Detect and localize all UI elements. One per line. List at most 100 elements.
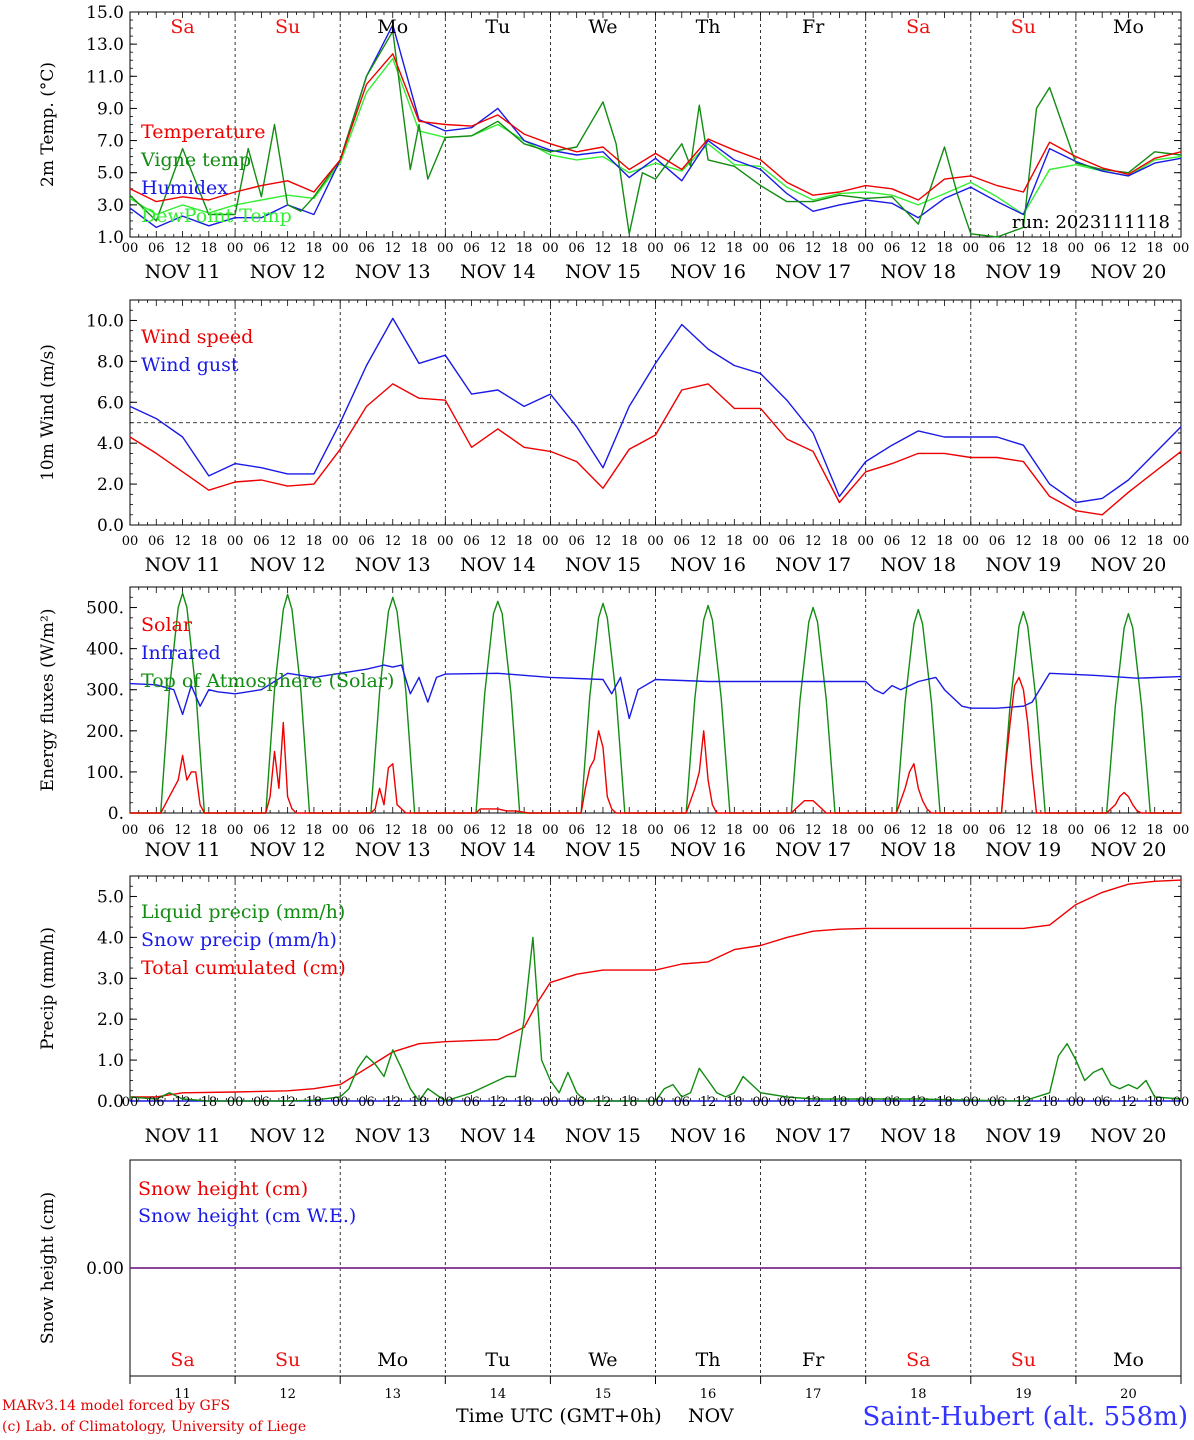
y-tick-label: 1.0 [97,228,124,248]
hour-tick-label: 18 [306,823,323,838]
hour-tick-label: 12 [490,1095,507,1110]
hour-tick-label: 00 [963,241,980,256]
hour-tick-label: 06 [674,534,691,549]
hour-tick-label: 00 [1068,1095,1085,1110]
hour-tick-label: 12 [910,241,927,256]
date-label: NOV 14 [460,839,536,861]
hour-tick-label: 12 [910,1095,927,1110]
series-line-liquid-precip-mm-h- [129,936,1182,1102]
date-label: NOV 13 [355,839,431,861]
hour-tick-label: 12 [490,823,507,838]
hour-tick-label: 06 [463,534,480,549]
date-label: NOV 11 [145,1125,221,1147]
hour-tick-label: 18 [936,823,953,838]
hour-tick-label: 00 [437,534,454,549]
hour-tick-label: 18 [411,1095,428,1110]
series-line-wind-speed [129,383,1182,516]
series-line-humidex [129,24,1182,229]
series-line-dewpoint-temp [129,57,1182,216]
hour-tick-label: 00 [122,823,139,838]
hour-tick-label: 00 [752,241,769,256]
day-abbr-label: Th [696,1349,721,1371]
hour-tick-label: 18 [516,534,533,549]
hour-tick-label: 00 [122,241,139,256]
day-abbr-label: Su [1011,1349,1036,1371]
date-label: NOV 15 [565,1125,641,1147]
hour-tick-label: 00 [437,241,454,256]
hour-tick-label: 00 [542,534,559,549]
date-label: NOV 17 [775,261,851,283]
date-label: NOV 13 [355,261,431,283]
hour-tick-label: 12 [1015,1095,1032,1110]
hour-tick-label: 18 [411,241,428,256]
date-label: NOV 17 [775,839,851,861]
hour-tick-label: 18 [201,1095,218,1110]
legend-entry: Humidex [141,177,228,199]
hour-tick-label: 00 [1173,534,1190,549]
day-abbr-label: Mo [1113,16,1144,38]
day-abbr-label: Tu [485,1349,510,1371]
y-tick-label: 3.0 [97,196,124,216]
date-label: NOV 12 [250,839,326,861]
hour-tick-label: 18 [1041,823,1058,838]
hour-tick-label: 18 [726,823,743,838]
hour-tick-label: 12 [174,823,191,838]
legend-entry: Total cumulated (cm) [141,957,346,979]
date-label: NOV 19 [985,839,1061,861]
hour-tick-label: 18 [936,1095,953,1110]
y-tick-label: 9.0 [97,99,124,119]
hour-tick-label: 00 [1173,241,1190,256]
hour-tick-label: 06 [884,1095,901,1110]
hour-tick-label: 12 [805,241,822,256]
legend-entry: Snow height (cm W.E.) [138,1205,356,1227]
hour-tick-label: 00 [332,1095,349,1110]
hour-tick-label: 12 [174,534,191,549]
hour-tick-label: 00 [1068,534,1085,549]
run-annotation: run: 2023111118 [1012,212,1170,233]
date-label: NOV 14 [460,554,536,576]
y-tick-label: 1.0 [97,1051,124,1071]
hour-tick-label: 06 [989,1095,1006,1110]
hour-tick-label: 00 [1173,823,1190,838]
legend-entry: Snow precip (mm/h) [141,929,337,951]
legend-entry: Snow height (cm) [138,1178,308,1200]
date-label: NOV 15 [565,261,641,283]
hour-tick-label: 00 [1068,241,1085,256]
hour-tick-label: 06 [884,823,901,838]
hour-tick-label: 18 [201,241,218,256]
date-label: NOV 20 [1091,839,1167,861]
day-abbr-label: Fr [802,1349,825,1371]
hour-tick-label: 18 [621,534,638,549]
day-abbr-label: We [588,16,617,38]
day-number-label: 20 [1120,1387,1137,1402]
hour-tick-label: 00 [647,1095,664,1110]
hour-tick-label: 12 [279,534,296,549]
date-label: NOV 13 [355,1125,431,1147]
hour-tick-label: 18 [201,534,218,549]
hour-tick-label: 12 [1015,534,1032,549]
date-label: NOV 11 [145,839,221,861]
date-label: NOV 12 [250,554,326,576]
model-credit: MARv3.14 model forced by GFS [2,1398,231,1414]
date-label: NOV 14 [460,261,536,283]
hour-tick-label: 00 [963,534,980,549]
hour-tick-label: 18 [1041,534,1058,549]
date-label: NOV 13 [355,554,431,576]
hour-tick-label: 06 [253,1095,270,1110]
hour-tick-label: 12 [174,1095,191,1110]
y-axis-title: Snow height (cm) [38,1192,58,1344]
hour-tick-label: 06 [463,823,480,838]
hour-tick-label: 18 [306,241,323,256]
hour-tick-label: 00 [1068,823,1085,838]
date-label: NOV 20 [1091,261,1167,283]
hour-tick-label: 06 [253,241,270,256]
lab-credit: (c) Lab. of Climatology, University of L… [2,1419,307,1435]
date-label: NOV 15 [565,554,641,576]
hour-tick-label: 18 [621,241,638,256]
y-tick-label: 5.0 [97,887,124,907]
y-tick-label: 7.0 [97,132,124,152]
hour-tick-label: 12 [279,823,296,838]
series-line-vigne-temp [129,30,1182,238]
y-tick-label: 0.0 [97,516,124,536]
